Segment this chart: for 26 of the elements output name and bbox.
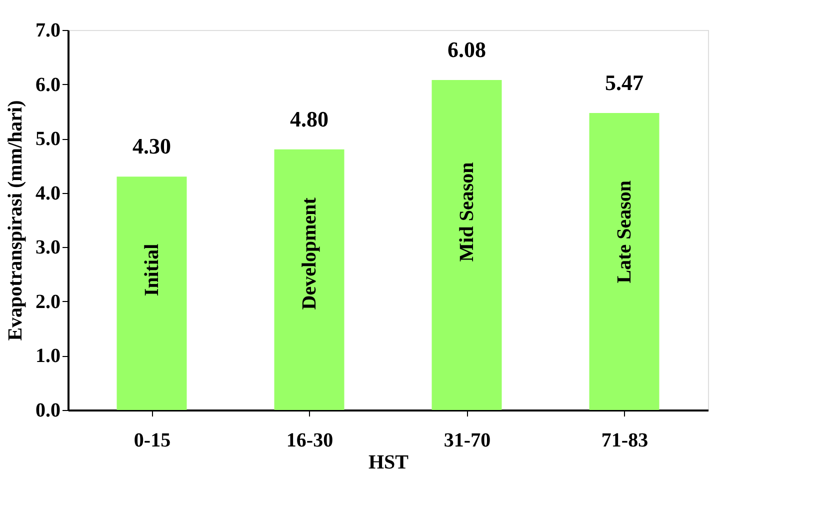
y-tick-label: 4.0 [36,182,60,204]
bar [116,176,187,410]
x-tick-label: 31-70 [444,430,491,452]
annotation: Late Season [613,180,636,284]
data-label: 4.30 [132,134,171,159]
x-tick-label: 71-83 [601,430,648,452]
annotation: Initial [140,243,163,296]
y-tick-label: 5.0 [36,128,60,150]
annotation: Development [298,197,320,310]
y-tick-label: 6.0 [36,74,60,96]
data-label: 6.08 [448,36,486,62]
y-tick-label: 0.0 [36,400,60,422]
x-tick-label: 16-30 [286,430,334,452]
data-label: 5.47 [605,70,644,96]
y-axis-title: Evapotranspirasi (mm/hari) [4,100,26,341]
annotation: Mid Season [456,162,478,262]
data-label: 4.80 [290,106,328,132]
y-tick-label: 3.0 [36,236,60,259]
bar [274,149,344,410]
x-axis-title: HST [368,452,410,474]
bar [432,80,502,410]
y-tick-label: 7.0 [36,20,60,42]
y-tick-label: 1.0 [36,345,60,368]
y-tick-label: 2.0 [36,290,60,313]
x-tick-label: 0-15 [134,430,171,452]
bar [589,113,660,410]
